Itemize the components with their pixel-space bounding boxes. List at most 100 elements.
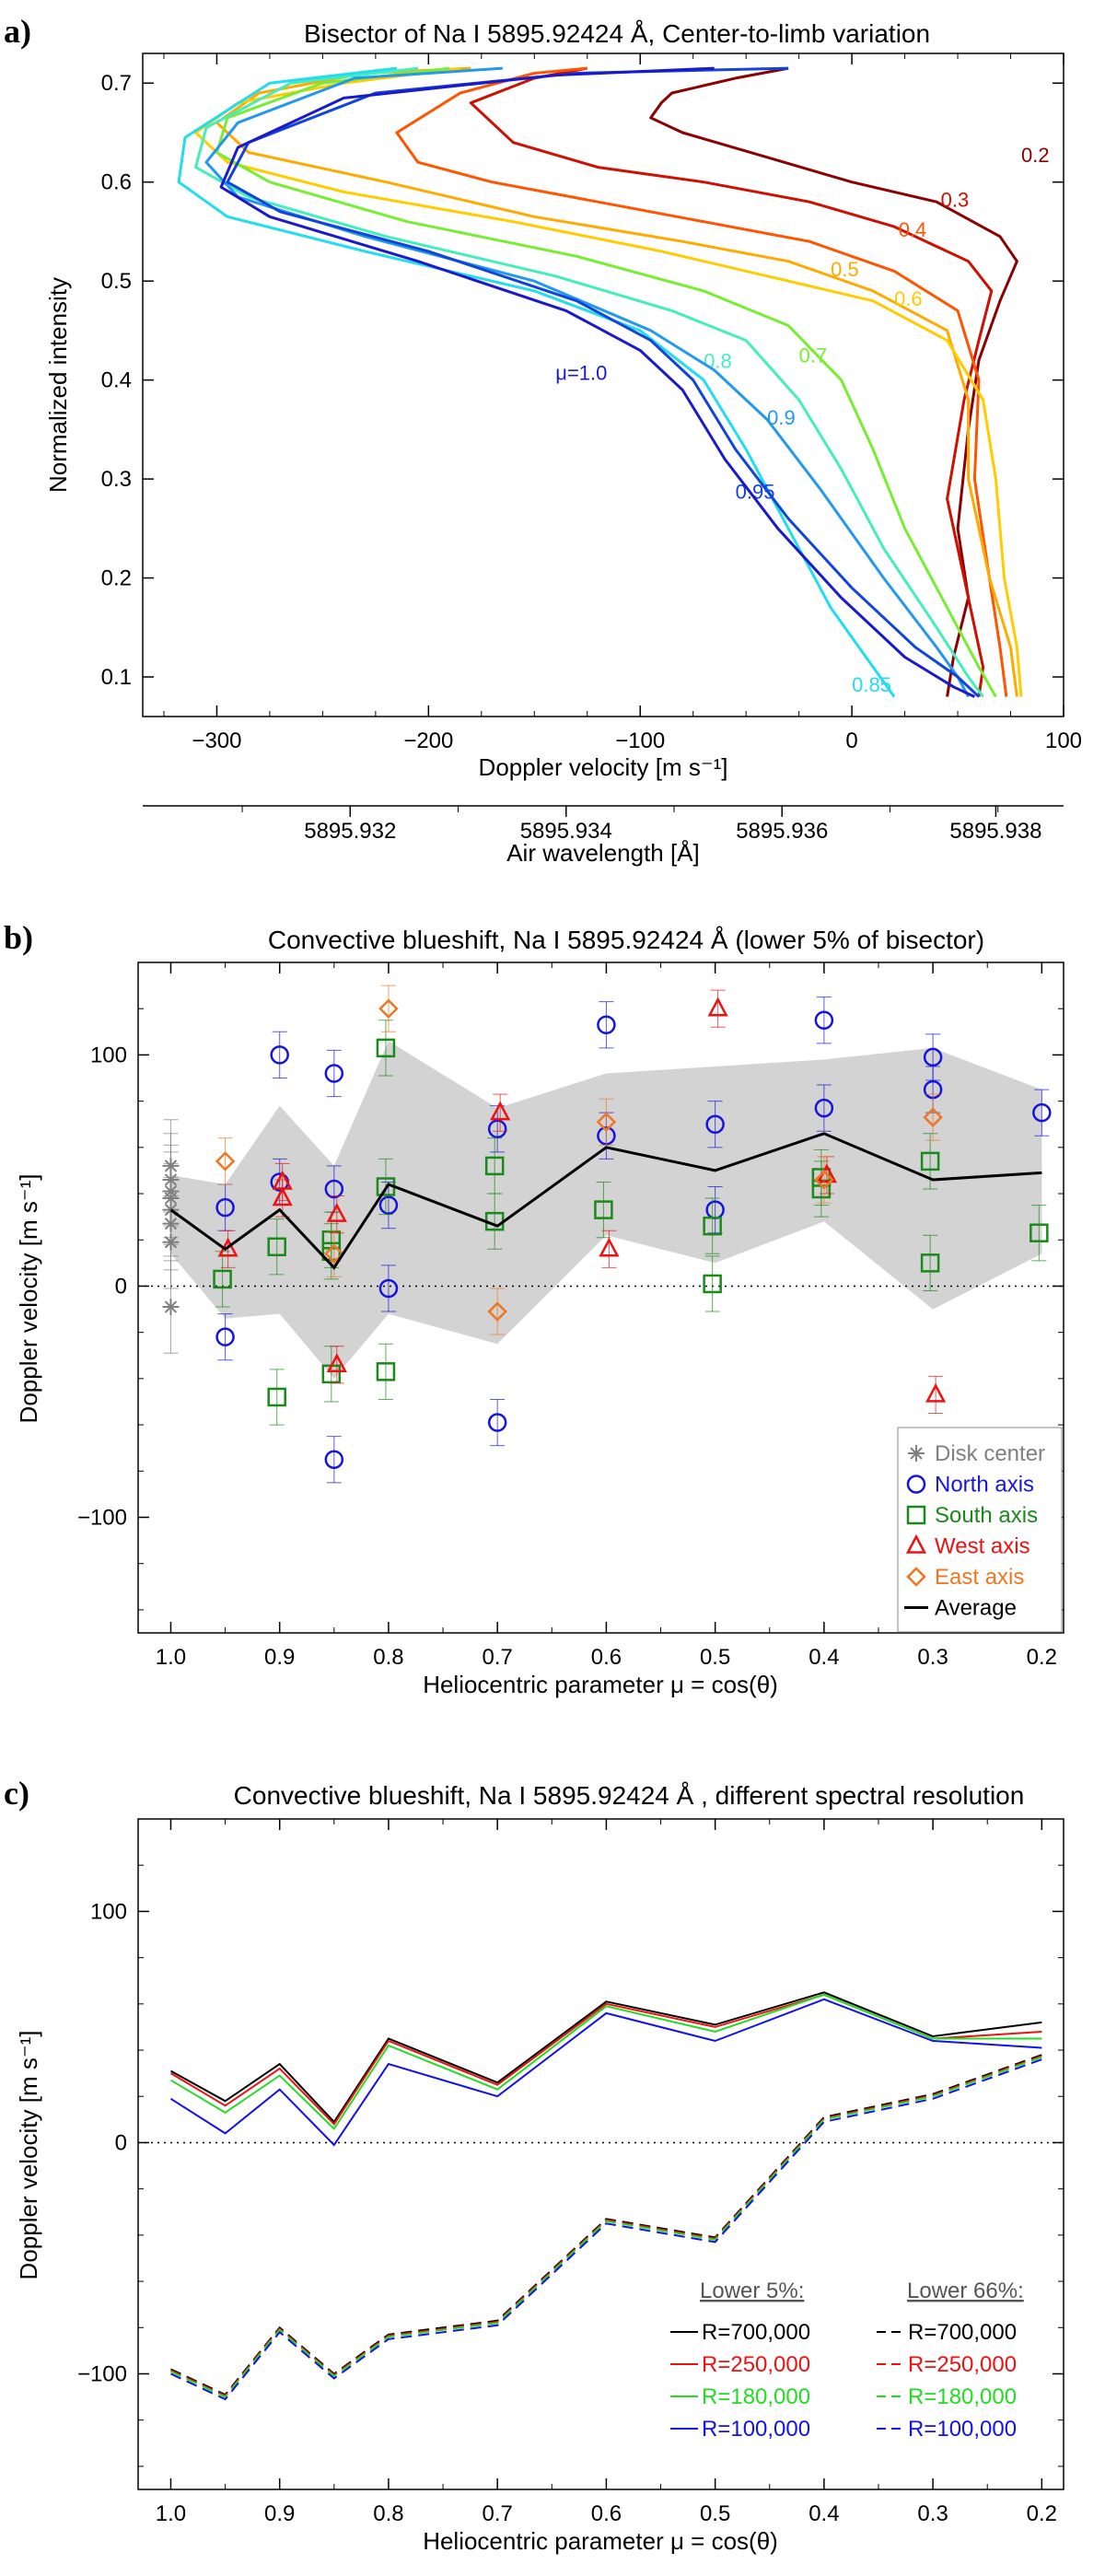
legend-marker (908, 1445, 925, 1462)
panel-b-average-line (169, 1132, 1042, 1270)
y-tick-label: 100 (90, 1043, 127, 1067)
data-point (326, 1353, 347, 1373)
curve-label: 0.5 (831, 258, 859, 281)
x-tick-label: 0.8 (373, 1645, 403, 1670)
resolution-line (169, 1998, 1042, 2147)
x-tick-label: −100 (615, 729, 665, 753)
data-point (272, 1170, 293, 1190)
range-band (170, 1041, 1042, 1379)
panel-c-title: Convective blueshift, Na I 5895.92424 Å … (234, 1781, 1025, 1810)
data-point (703, 1216, 722, 1236)
data-point (923, 1107, 943, 1127)
data-point (703, 1274, 722, 1294)
curve-label: 0.7 (799, 344, 828, 367)
panel-b-range-band (170, 1041, 1042, 1379)
y-tick-label: 0 (115, 1274, 127, 1299)
panel-b-x-label: Heliocentric parameter μ = cos(θ) (423, 1671, 778, 1698)
legend-marker (905, 1533, 927, 1554)
y-tick-label: 0.5 (101, 269, 132, 294)
panel-a-x-label: Doppler velocity [m s⁻¹] (479, 753, 728, 781)
bisector-curve (215, 66, 1018, 697)
panel-b-points (162, 985, 1052, 1484)
curve-label: 0.4 (899, 218, 927, 241)
panel-b-frame (137, 962, 1064, 1634)
data-point (215, 1327, 235, 1346)
panel-c-x-label: Heliocentric parameter μ = cos(θ) (423, 2527, 778, 2555)
data-point (378, 1195, 399, 1215)
panel-a-curves: 0.20.30.40.50.60.70.80.850.90.95μ=1.0 (177, 66, 1050, 698)
data-point (920, 1151, 940, 1171)
x2-tick-label: 5895.936 (736, 819, 828, 844)
panel-c-legend: Lower 5%: Lower 66%: R=700,000 R=250,000 R=1… (670, 2279, 1024, 2442)
panel-a-x2-axis: 5895.932 5895.934 5895.936 5895.938 (241, 806, 1041, 844)
y-tick-label: 0.2 (101, 566, 132, 591)
x-tick-label: 0.5 (700, 2501, 730, 2526)
data-point (814, 1170, 834, 1190)
bisector-curve (469, 66, 994, 697)
data-point (920, 1253, 940, 1273)
panel-a-y-axis: 0.1 0.2 0.3 0.4 0.5 0.6 0.7 (101, 71, 1064, 690)
panel-c-y-label: Doppler velocity [m s⁻¹] (15, 2031, 42, 2280)
y-tick-label: 0.1 (101, 665, 132, 690)
data-point (376, 1362, 396, 1381)
panel-b-y-axis: −100 0 100 (77, 962, 1064, 1611)
legend-entry: R=180,000 (702, 2384, 810, 2409)
data-point (487, 1301, 507, 1322)
panel-a-y-label: Normalized intensity (44, 277, 72, 493)
bisector-curve (204, 66, 970, 698)
data-point (162, 1299, 180, 1316)
x-tick-label: −300 (192, 729, 241, 753)
y-tick-label: 0.3 (101, 467, 132, 492)
panel-b-label: b) (4, 919, 33, 956)
y-tick-label: 100 (90, 1899, 127, 1924)
legend-header: Lower 66%: (907, 2279, 1024, 2303)
y-tick-label: 0.7 (101, 71, 132, 96)
curve-label: 0.85 (852, 673, 891, 696)
data-point (814, 1098, 834, 1118)
legend-marker (906, 1505, 926, 1525)
curve-label: μ=1.0 (555, 362, 607, 385)
panel-a-chart: Bisector of Na I 5895.92424 Å, Center-to… (44, 19, 1082, 867)
data-point (324, 1179, 344, 1199)
x-tick-label: 0.7 (482, 1645, 512, 1670)
legend-entry: South axis (935, 1503, 1038, 1528)
data-point (705, 1114, 725, 1134)
data-point (490, 1101, 511, 1121)
y-tick-label: −100 (77, 1505, 127, 1530)
data-point (923, 1047, 943, 1067)
resolution-line (169, 1993, 1042, 2130)
panel-c-lines (169, 1991, 1042, 2401)
x-tick-label: 0.6 (591, 2501, 622, 2526)
legend-marker (906, 1567, 926, 1587)
data-point (267, 1237, 286, 1257)
x-tick-label: 1.0 (156, 1645, 186, 1670)
x-tick-label: 0.2 (1027, 2501, 1057, 2526)
bisector-curve (215, 66, 997, 698)
panel-a-x-axis: −300 −200 −100 0 100 (163, 53, 1082, 753)
y-tick-label: 0.4 (101, 368, 132, 393)
x-tick-label: 0.7 (482, 2501, 512, 2526)
legend-entry: North axis (935, 1473, 1034, 1498)
legend-entry: R=100,000 (908, 2417, 1017, 2442)
legend-entry: R=250,000 (702, 2352, 810, 2377)
bisector-curve (219, 66, 976, 698)
x-tick-label: 0.9 (264, 2501, 295, 2526)
x2-tick-label: 5895.932 (304, 819, 396, 844)
data-point (596, 1112, 617, 1132)
data-point (215, 1151, 236, 1171)
x-tick-label: 0.4 (808, 2501, 839, 2526)
legend-entry: R=100,000 (702, 2417, 810, 2442)
data-point (326, 1202, 347, 1222)
data-point (707, 997, 728, 1017)
data-point (484, 1156, 505, 1176)
resolution-line (170, 2056, 1042, 2398)
legend-marker (906, 1474, 926, 1494)
curve-label: 0.2 (1021, 144, 1050, 167)
data-point (594, 1200, 613, 1219)
average-line (169, 1132, 1042, 1270)
data-point (597, 1015, 616, 1035)
x-tick-label: 0.4 (808, 1645, 839, 1670)
bisector-curve (194, 66, 1023, 697)
data-point (599, 1237, 620, 1257)
data-point (814, 1010, 834, 1031)
